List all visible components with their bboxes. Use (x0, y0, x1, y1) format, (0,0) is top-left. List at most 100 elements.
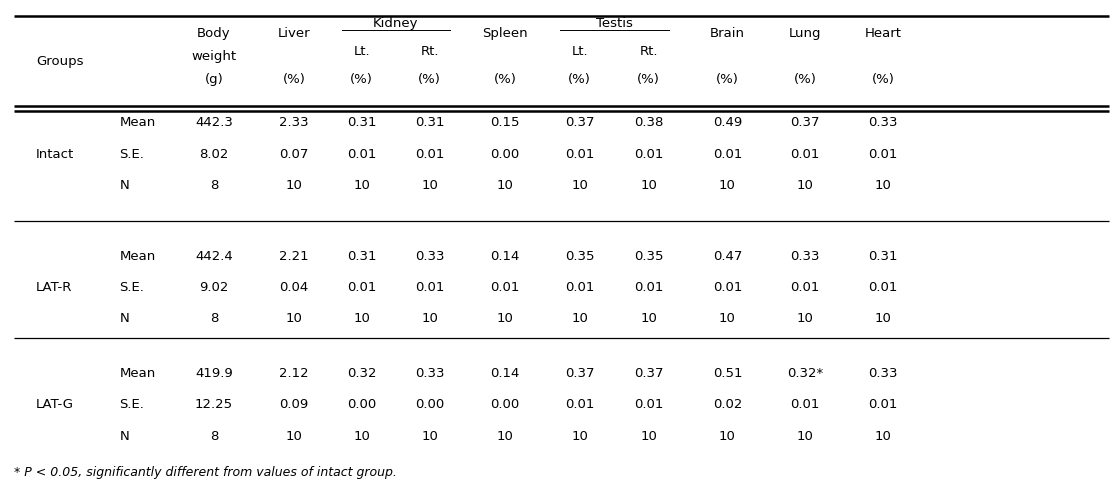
Text: Lt.: Lt. (571, 45, 588, 58)
Text: 0.00: 0.00 (414, 398, 445, 411)
Text: LAT-G: LAT-G (36, 398, 74, 411)
Text: 10: 10 (353, 312, 370, 325)
Text: 0.07: 0.07 (279, 148, 308, 160)
Text: 10: 10 (719, 430, 736, 443)
Text: (%): (%) (569, 73, 591, 86)
Text: 0.01: 0.01 (868, 398, 898, 411)
Text: 0.01: 0.01 (713, 281, 742, 294)
Text: (%): (%) (637, 73, 660, 86)
Text: 0.35: 0.35 (565, 250, 594, 262)
Text: 0.33: 0.33 (414, 250, 445, 262)
Text: 8: 8 (210, 430, 218, 443)
Text: 9.02: 9.02 (199, 281, 229, 294)
Text: 0.01: 0.01 (347, 281, 376, 294)
Text: 0.32: 0.32 (347, 367, 376, 380)
Text: 419.9: 419.9 (195, 367, 232, 380)
Text: 10: 10 (353, 430, 370, 443)
Text: N: N (120, 312, 130, 325)
Text: 10: 10 (286, 312, 303, 325)
Text: (g): (g) (204, 73, 223, 86)
Text: 0.01: 0.01 (490, 281, 519, 294)
Text: 0.01: 0.01 (347, 148, 376, 160)
Text: 10: 10 (719, 312, 736, 325)
Text: 0.00: 0.00 (490, 398, 519, 411)
Text: 0.37: 0.37 (633, 367, 663, 380)
Text: 442.4: 442.4 (195, 250, 232, 262)
Text: (%): (%) (283, 73, 305, 86)
Text: 8: 8 (210, 179, 218, 192)
Text: 0.01: 0.01 (414, 148, 445, 160)
Text: Lt.: Lt. (353, 45, 370, 58)
Text: 0.09: 0.09 (279, 398, 308, 411)
Text: (%): (%) (494, 73, 516, 86)
Text: 0.35: 0.35 (633, 250, 663, 262)
Text: 2.33: 2.33 (279, 116, 308, 129)
Text: 0.51: 0.51 (713, 367, 742, 380)
Text: Spleen: Spleen (483, 27, 528, 40)
Text: 442.3: 442.3 (195, 116, 232, 129)
Text: Mean: Mean (120, 250, 155, 262)
Text: 10: 10 (421, 179, 438, 192)
Text: 8: 8 (210, 312, 218, 325)
Text: (%): (%) (351, 73, 373, 86)
Text: Liver: Liver (278, 27, 311, 40)
Text: 0.01: 0.01 (414, 281, 445, 294)
Text: 0.01: 0.01 (633, 398, 663, 411)
Text: 10: 10 (421, 312, 438, 325)
Text: 0.01: 0.01 (791, 148, 820, 160)
Text: 2.12: 2.12 (279, 367, 308, 380)
Text: 10: 10 (571, 430, 588, 443)
Text: Kidney: Kidney (373, 17, 419, 30)
Text: 0.00: 0.00 (347, 398, 376, 411)
Text: 10: 10 (286, 179, 303, 192)
Text: 10: 10 (640, 430, 657, 443)
Text: Testis: Testis (595, 17, 632, 30)
Text: 0.31: 0.31 (868, 250, 898, 262)
Text: 10: 10 (719, 179, 736, 192)
Text: 0.32*: 0.32* (787, 367, 823, 380)
Text: 10: 10 (421, 430, 438, 443)
Text: 0.33: 0.33 (868, 116, 898, 129)
Text: 0.01: 0.01 (713, 148, 742, 160)
Text: 0.49: 0.49 (713, 116, 742, 129)
Text: 0.33: 0.33 (868, 367, 898, 380)
Text: 10: 10 (497, 179, 514, 192)
Text: 0.01: 0.01 (565, 148, 594, 160)
Text: N: N (120, 179, 130, 192)
Text: 0.37: 0.37 (565, 116, 594, 129)
Text: weight: weight (191, 50, 237, 63)
Text: 10: 10 (497, 430, 514, 443)
Text: 0.31: 0.31 (414, 116, 445, 129)
Text: 0.33: 0.33 (414, 367, 445, 380)
Text: 10: 10 (796, 430, 813, 443)
Text: 0.04: 0.04 (279, 281, 308, 294)
Text: Groups: Groups (36, 56, 84, 68)
Text: 0.01: 0.01 (633, 148, 663, 160)
Text: 0.14: 0.14 (490, 250, 519, 262)
Text: N: N (120, 430, 130, 443)
Text: 0.00: 0.00 (490, 148, 519, 160)
Text: Lung: Lung (789, 27, 821, 40)
Text: 10: 10 (875, 430, 891, 443)
Text: 0.33: 0.33 (791, 250, 820, 262)
Text: 0.14: 0.14 (490, 367, 519, 380)
Text: 0.01: 0.01 (565, 398, 594, 411)
Text: 0.15: 0.15 (490, 116, 519, 129)
Text: 0.37: 0.37 (791, 116, 820, 129)
Text: S.E.: S.E. (120, 148, 144, 160)
Text: 0.31: 0.31 (347, 116, 376, 129)
Text: (%): (%) (418, 73, 441, 86)
Text: 0.01: 0.01 (633, 281, 663, 294)
Text: 10: 10 (640, 312, 657, 325)
Text: 0.37: 0.37 (565, 367, 594, 380)
Text: Mean: Mean (120, 367, 155, 380)
Text: (%): (%) (716, 73, 738, 86)
Text: 0.31: 0.31 (347, 250, 376, 262)
Text: 10: 10 (796, 179, 813, 192)
Text: 10: 10 (796, 312, 813, 325)
Text: Heart: Heart (865, 27, 901, 40)
Text: Rt.: Rt. (639, 45, 658, 58)
Text: 0.01: 0.01 (791, 398, 820, 411)
Text: 0.01: 0.01 (868, 281, 898, 294)
Text: Brain: Brain (710, 27, 745, 40)
